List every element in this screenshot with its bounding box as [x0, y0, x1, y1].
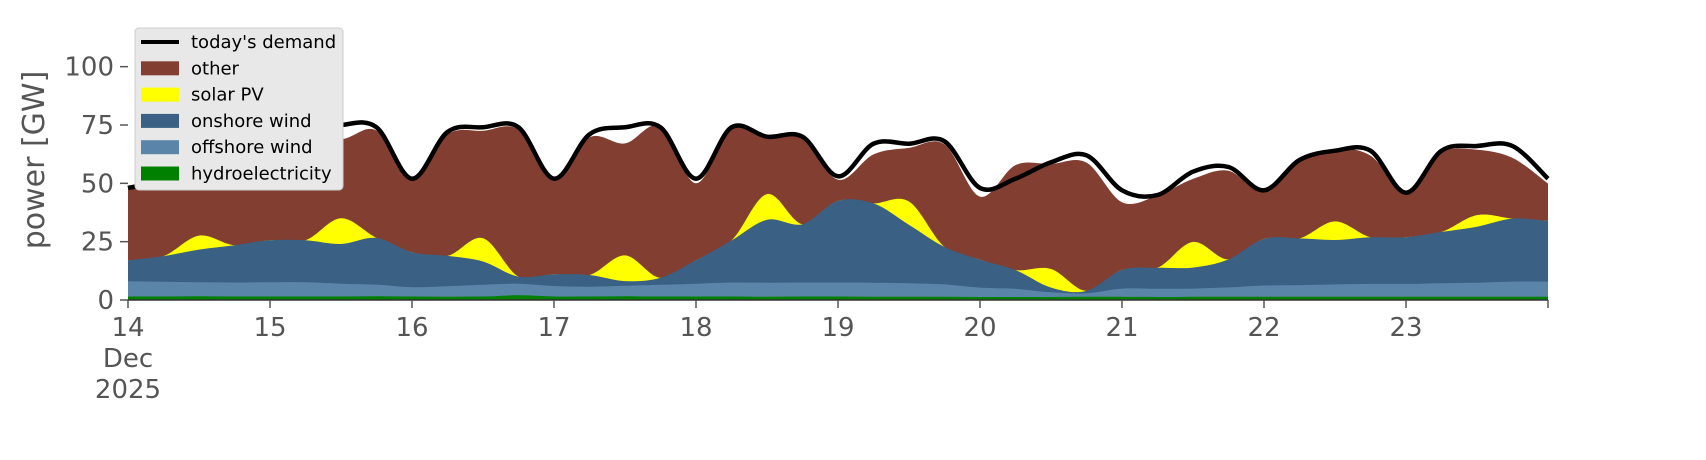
legend-label-other: other: [191, 58, 240, 79]
stacked-areas: [128, 124, 1548, 300]
legend-label-offshore-wind: offshore wind: [191, 137, 313, 158]
x-tick-label: 18: [679, 313, 712, 343]
legend-label-solar-pv: solar PV: [191, 85, 264, 106]
demand-line: [127, 120, 1550, 199]
x-tick-label: 16: [395, 313, 428, 343]
area-offshore-wind: [128, 281, 1548, 300]
y-tick-label: 100: [64, 53, 114, 83]
legend: today's demand other solar PV onshore wind o…: [134, 27, 344, 191]
x-tick-label: Dec: [103, 344, 153, 374]
area-hydroelectricity: [128, 295, 1548, 300]
x-tick-label: 15: [253, 313, 286, 343]
legend-swatch-offshore-wind: [141, 140, 179, 155]
y-tick-label: 0: [97, 286, 114, 316]
legend-swatch-solar-pv: [141, 87, 179, 102]
x-tick-label: 2025: [95, 375, 161, 405]
area-onshore-wind: [128, 199, 1548, 300]
legend-swatch-hydroelectricity: [141, 166, 179, 181]
legend-swatch-other: [141, 61, 179, 76]
x-tick-label: 20: [963, 313, 996, 343]
x-tick-label: 21: [1105, 313, 1138, 343]
y-tick-label: 25: [81, 228, 114, 258]
x-tick-label: 17: [537, 313, 570, 343]
legend-label-today-s-demand: today's demand: [191, 32, 336, 53]
x-tick-label: 14: [111, 313, 144, 343]
y-tick-label: 50: [81, 169, 114, 199]
x-tick-label: 22: [1247, 313, 1280, 343]
y-tick-label: 75: [81, 111, 114, 141]
x-tick-label: 23: [1389, 313, 1422, 343]
demand-line-group: [127, 120, 1550, 199]
legend-label-hydroelectricity: hydroelectricity: [191, 164, 332, 185]
legend-box: [134, 27, 344, 191]
legend-swatch-onshore-wind: [141, 113, 179, 128]
y-axis-label: power [GW]: [17, 71, 52, 250]
x-tick-label: 19: [821, 313, 854, 343]
legend-label-onshore-wind: onshore wind: [191, 111, 312, 132]
